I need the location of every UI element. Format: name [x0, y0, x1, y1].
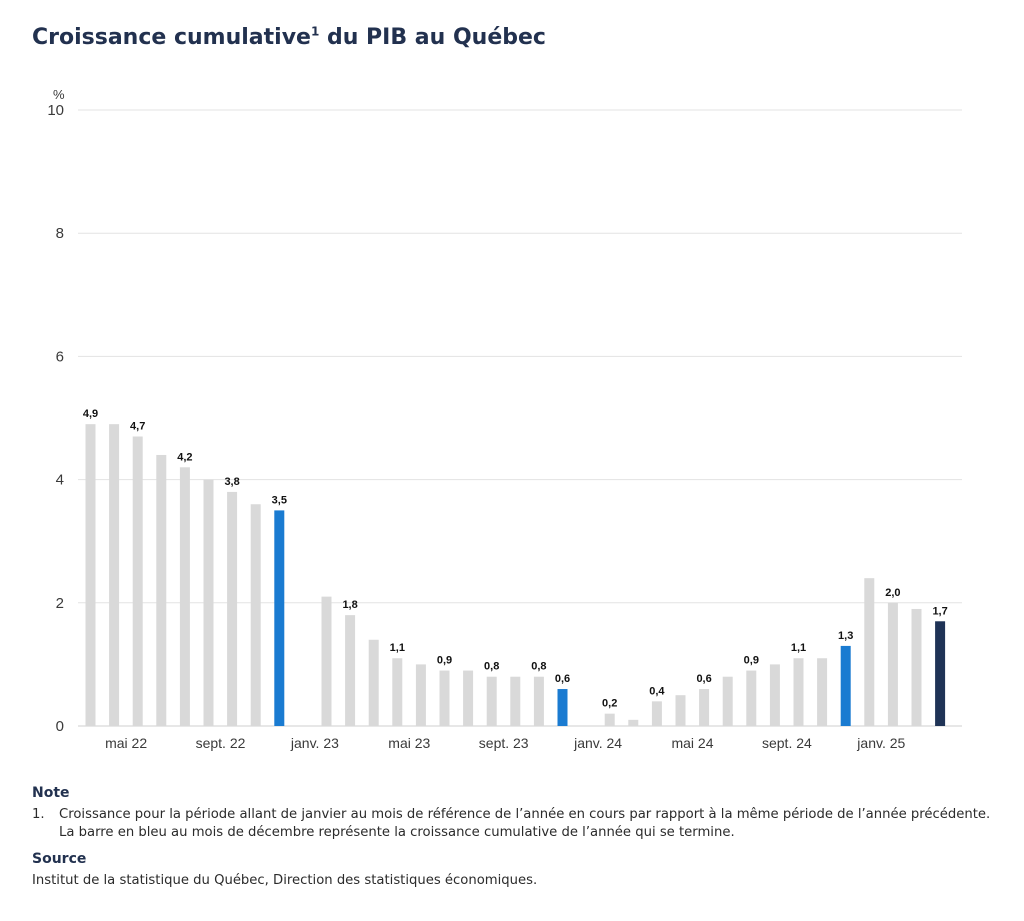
data-label: 0,9	[437, 655, 452, 667]
y-tick-label: 10	[47, 102, 64, 119]
data-label: 1,7	[932, 605, 947, 617]
bar-juin-22	[132, 436, 143, 726]
x-tick-label: mai 24	[671, 735, 713, 751]
data-label: 4,2	[177, 451, 192, 463]
x-tick-label: mai 22	[105, 735, 147, 751]
bar-sept-23	[486, 676, 497, 726]
bar-mars-25	[911, 608, 922, 726]
bar-mars-24	[628, 719, 639, 726]
x-tick-label: sept. 23	[479, 735, 529, 751]
source-text: Institut de la statistique du Québec, Di…	[32, 873, 538, 888]
chart-title: Croissance cumulative1 du PIB au Québec	[32, 25, 546, 50]
data-label: 0,2	[602, 698, 617, 710]
x-axis: mai 22 sept. 22 janv. 23 mai 23 sept. 23 janv…	[105, 735, 905, 751]
data-label: 0,6	[696, 673, 711, 685]
bar-juil-22	[156, 454, 167, 726]
bar-nov-22	[250, 504, 261, 726]
y-tick-label: 6	[56, 348, 64, 365]
bar-d-c-22	[274, 510, 285, 726]
bar-f-vr-25	[887, 602, 898, 726]
note-heading: Note	[32, 785, 70, 801]
bar-avr-23	[368, 639, 379, 726]
data-label: 4,7	[130, 420, 145, 432]
note-item: 1. Croissance pour la période allant de …	[32, 806, 992, 842]
y-tick-label: 2	[56, 595, 64, 612]
data-label: 1,8	[342, 599, 357, 611]
bar-juil-24	[722, 676, 733, 726]
bar-avr-24	[651, 701, 662, 726]
x-tick-label: janv. 24	[573, 735, 622, 751]
bar-oct-23	[510, 676, 521, 726]
y-tick-label: 4	[56, 472, 64, 489]
bar-juil-23	[439, 670, 450, 726]
notes-section: Note 1. Croissance pour la période allan…	[32, 784, 992, 890]
gridlines	[78, 109, 962, 727]
x-tick-label: janv. 25	[856, 735, 905, 751]
bar-d-c-24	[840, 645, 851, 726]
chart-title-suffix: du PIB au Québec	[319, 25, 546, 50]
y-axis: 0 2 4 6 8 10%	[47, 87, 65, 735]
x-tick-label: mai 23	[388, 735, 430, 751]
bar-nov-24	[817, 658, 828, 726]
data-label: 3,8	[224, 476, 239, 488]
bar-oct-22	[227, 491, 238, 726]
bar-ao-t-22	[179, 467, 190, 726]
bar-janv-25	[864, 578, 875, 726]
data-label: 1,3	[838, 630, 853, 642]
data-label: 0,8	[484, 661, 499, 673]
data-label: 1,1	[390, 642, 405, 654]
note-number: 1.	[32, 807, 45, 822]
chart-title-footnote-marker: 1	[310, 24, 320, 39]
bar-mai-23	[392, 658, 403, 726]
x-tick-label: janv. 23	[290, 735, 339, 751]
bar-avr-22	[85, 424, 96, 726]
bar-mai-24	[675, 695, 686, 726]
x-tick-label: sept. 24	[762, 735, 812, 751]
bar-mai-22	[109, 424, 120, 726]
bar-ao-t-23	[463, 670, 474, 726]
bar-juin-23	[415, 664, 426, 726]
bar-nov-23	[533, 676, 544, 726]
source-heading: Source	[32, 851, 87, 867]
y-tick-label: 8	[56, 225, 64, 242]
bar-oct-24	[793, 658, 804, 726]
data-label: 2,0	[885, 587, 900, 599]
bar-f-vr-24	[604, 713, 615, 726]
bar-sept-24	[769, 664, 780, 726]
bar-avr-25	[935, 621, 946, 726]
y-tick-label: 0	[56, 718, 64, 735]
data-label: 0,6	[555, 673, 570, 685]
chart-title-text: Croissance cumulative	[32, 25, 311, 50]
y-axis-unit-label: %	[53, 87, 65, 102]
data-label: 0,9	[744, 655, 759, 667]
bar-sept-22	[203, 479, 214, 726]
bar-mars-23	[345, 615, 356, 726]
bar-juin-24	[699, 689, 710, 726]
bar-chart: 0 2 4 6 8 10% 4,9 4,7 4,2 3,8 3,5 1,8 1,1 0,9 0,8 0,8 0…	[47, 87, 962, 751]
data-labels: 4,9 4,7 4,2 3,8 3,5 1,8 1,1 0,9 0,8 0,8 0,6 0,2 0,4 0…	[83, 408, 948, 710]
bar-d-c-23	[557, 689, 568, 726]
note-text: Croissance pour la période allant de jan…	[59, 807, 991, 840]
data-label: 4,9	[83, 408, 98, 420]
x-tick-label: sept. 22	[196, 735, 246, 751]
bar-f-vr-23	[321, 596, 332, 726]
data-label: 0,4	[649, 685, 665, 697]
bar-ao-t-24	[746, 670, 757, 726]
data-label: 3,5	[272, 494, 287, 506]
bars	[85, 424, 946, 726]
data-label: 0,8	[531, 661, 546, 673]
data-label: 1,1	[791, 642, 806, 654]
